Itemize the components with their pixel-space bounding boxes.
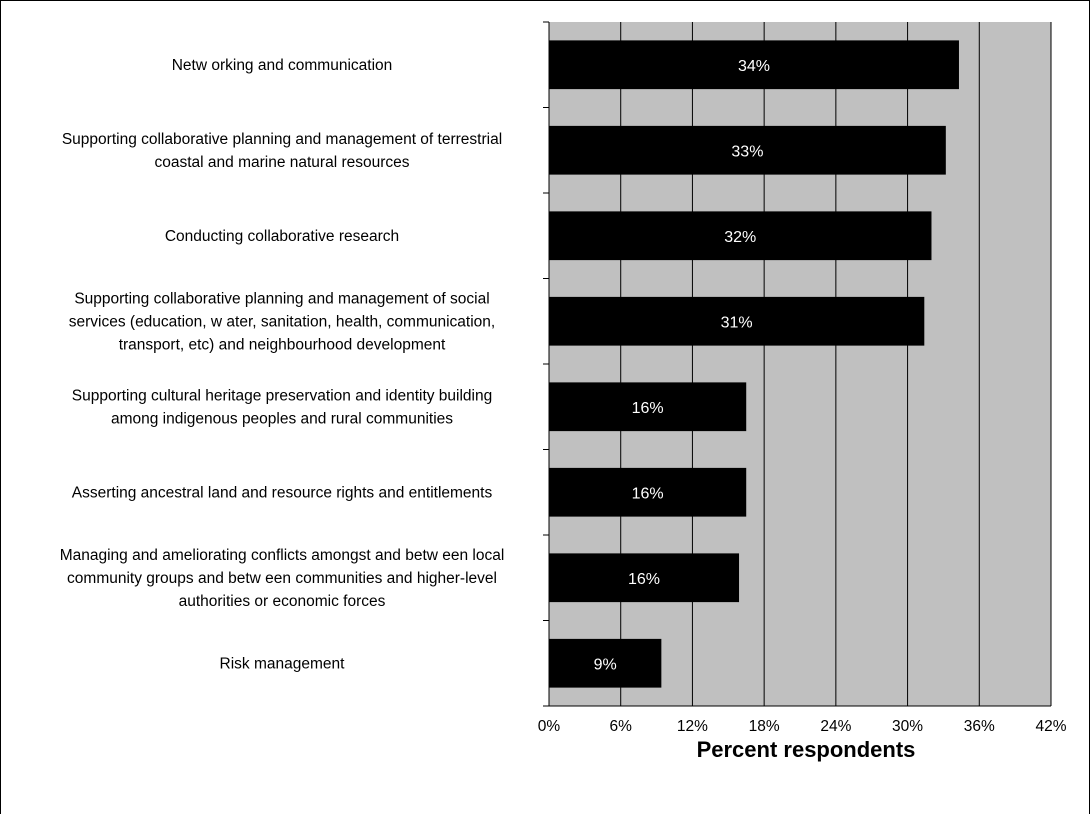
- x-tick-label: 24%: [820, 718, 851, 735]
- bar: [549, 382, 747, 432]
- x-axis-title: Percent respondents: [697, 737, 916, 762]
- plot-area: [549, 22, 1051, 706]
- category-label-line: authorities or economic forces: [179, 593, 386, 610]
- category-label-line: Asserting ancestral land and resource ri…: [72, 484, 493, 501]
- bar: [549, 125, 946, 175]
- data-labels: 34% 33% 32% 31% 16% 16% 16% 9%: [594, 58, 770, 674]
- axes: [543, 21, 1051, 707]
- bar: [549, 467, 747, 517]
- bar: [549, 296, 925, 346]
- x-tick-label: 36%: [964, 718, 995, 735]
- data-label: 33%: [731, 143, 763, 160]
- data-label: 32%: [724, 229, 756, 246]
- category-label: Netw orking and communication: [172, 57, 393, 74]
- data-label: 16%: [628, 571, 660, 588]
- category-label-line: Supporting cultural heritage preservatio…: [72, 387, 493, 404]
- x-tick-label: 42%: [1035, 718, 1066, 735]
- category-label-line: among indigenous peoples and rural commu…: [111, 410, 453, 427]
- bar: [549, 40, 959, 90]
- category-label-line: Managing and ameliorating conflicts amon…: [60, 547, 505, 564]
- data-label: 34%: [738, 58, 770, 75]
- category-label-line: coastal and marine natural resources: [154, 154, 409, 171]
- category-label-line: Risk management: [220, 655, 346, 672]
- bar: [549, 638, 662, 688]
- bars: [549, 40, 959, 688]
- category-label-line: transport, etc) and neighbourhood develo…: [119, 336, 446, 353]
- x-tick-label: 18%: [749, 718, 780, 735]
- category-label-line: Supporting collaborative planning and ma…: [62, 131, 502, 148]
- x-tick-label: 0%: [538, 718, 561, 735]
- category-label-line: Netw orking and communication: [172, 57, 393, 74]
- bar: [549, 553, 740, 603]
- data-label: 9%: [594, 656, 617, 673]
- category-label-line: Supporting collaborative planning and ma…: [74, 290, 489, 307]
- data-label: 31%: [721, 314, 753, 331]
- x-tick-label: 30%: [892, 718, 923, 735]
- category-label: Supporting collaborative planning and ma…: [69, 290, 495, 353]
- category-label-line: Conducting collaborative research: [165, 228, 399, 245]
- data-label: 16%: [632, 485, 664, 502]
- bar: [549, 211, 932, 261]
- category-label: Supporting cultural heritage preservatio…: [72, 387, 493, 427]
- data-label: 16%: [632, 400, 664, 417]
- x-tick-labels: 0% 6% 12% 18% 24% 30% 36% 42%: [538, 718, 1067, 735]
- category-labels: Netw orking and communication Supporting …: [60, 57, 505, 673]
- category-label: Risk management: [220, 655, 346, 672]
- x-tick-label: 6%: [610, 718, 633, 735]
- category-label: Supporting collaborative planning and ma…: [62, 131, 502, 171]
- category-label: Conducting collaborative research: [165, 228, 399, 245]
- category-label: Asserting ancestral land and resource ri…: [72, 484, 493, 501]
- category-label-line: community groups and betw een communitie…: [67, 570, 497, 587]
- category-label: Managing and ameliorating conflicts amon…: [60, 547, 505, 610]
- x-tick-label: 12%: [677, 718, 708, 735]
- category-label-line: services (education, w ater, sanitation,…: [69, 313, 495, 330]
